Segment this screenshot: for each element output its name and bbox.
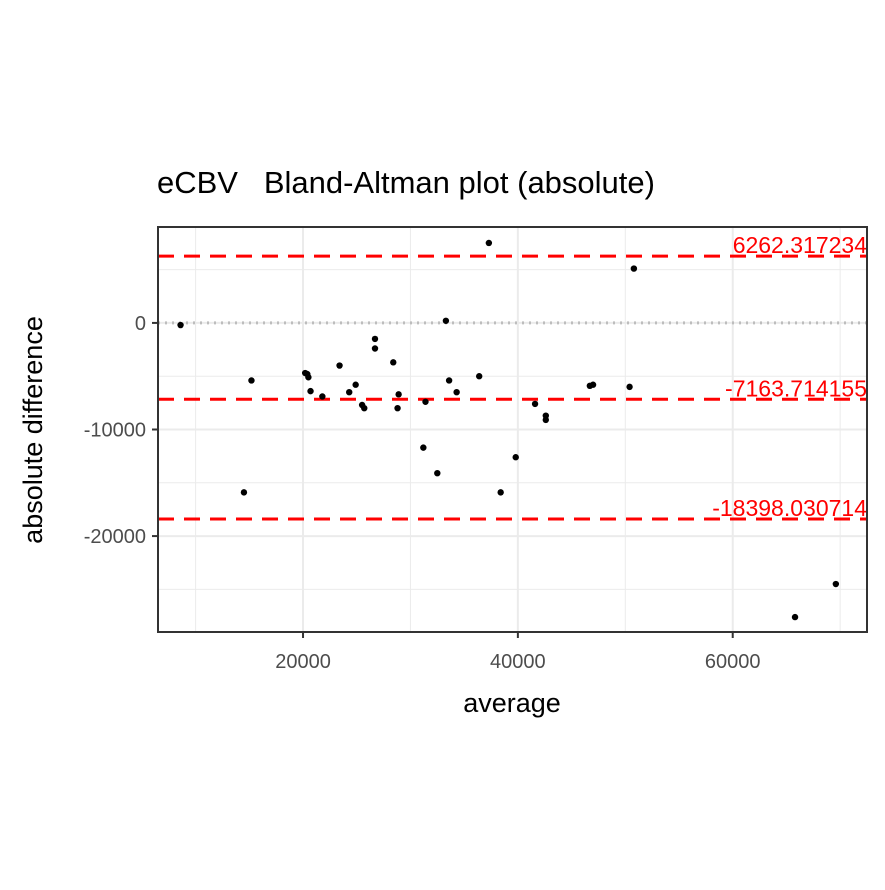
data-point	[420, 444, 427, 451]
chart-title: eCBV Bland-Altman plot (absolute)	[157, 165, 655, 200]
reference-line-label-2: -7163.714155	[725, 375, 867, 401]
reference-line-label-3: -18398.030714	[712, 495, 867, 521]
data-point	[475, 373, 483, 380]
data-point	[361, 404, 368, 412]
data-point	[248, 377, 255, 384]
data-point	[177, 321, 184, 329]
x-tick-label: 20000	[275, 651, 331, 673]
data-point	[630, 265, 638, 272]
data-point	[371, 335, 379, 343]
y-tick-label: 0	[135, 313, 146, 335]
data-point	[445, 377, 453, 384]
reference-lines-layer	[158, 254, 867, 521]
data-point	[305, 374, 312, 381]
data-point	[485, 239, 493, 247]
reference-line-label-1: 6262.317234	[733, 232, 868, 258]
data-point	[791, 613, 799, 621]
grid-layer	[158, 227, 867, 632]
reference-labels-layer: 6262.317234 -7163.714155 -18398.030714	[712, 232, 867, 521]
x-tick-label: 60000	[705, 651, 761, 673]
data-point	[626, 383, 633, 391]
data-point	[832, 580, 840, 588]
x-axis-title: average	[463, 688, 561, 718]
data-point	[307, 387, 314, 395]
data-point	[434, 469, 441, 477]
data-point	[442, 317, 450, 324]
data-point	[352, 381, 359, 388]
data-point	[390, 359, 397, 366]
data-point	[371, 345, 379, 352]
y-axis-title: absolute difference	[18, 316, 48, 544]
x-ticks-layer: 20000 40000 60000	[275, 632, 761, 673]
data-point	[395, 391, 402, 398]
y-ticks-layer: 0 -10000 -20000	[84, 313, 158, 548]
data-point	[497, 489, 504, 496]
x-tick-label: 40000	[490, 651, 546, 673]
data-point	[531, 400, 539, 408]
points-layer	[177, 239, 840, 621]
y-tick-label: -10000	[84, 420, 146, 442]
data-point	[240, 489, 248, 496]
data-point	[589, 381, 597, 388]
data-point	[542, 416, 550, 424]
data-point	[422, 398, 429, 405]
data-point	[336, 362, 343, 369]
data-point	[319, 393, 326, 400]
data-point	[394, 404, 401, 412]
y-tick-label: -20000	[84, 526, 146, 548]
data-point	[453, 388, 460, 396]
data-point	[346, 388, 353, 396]
data-point	[512, 454, 519, 461]
